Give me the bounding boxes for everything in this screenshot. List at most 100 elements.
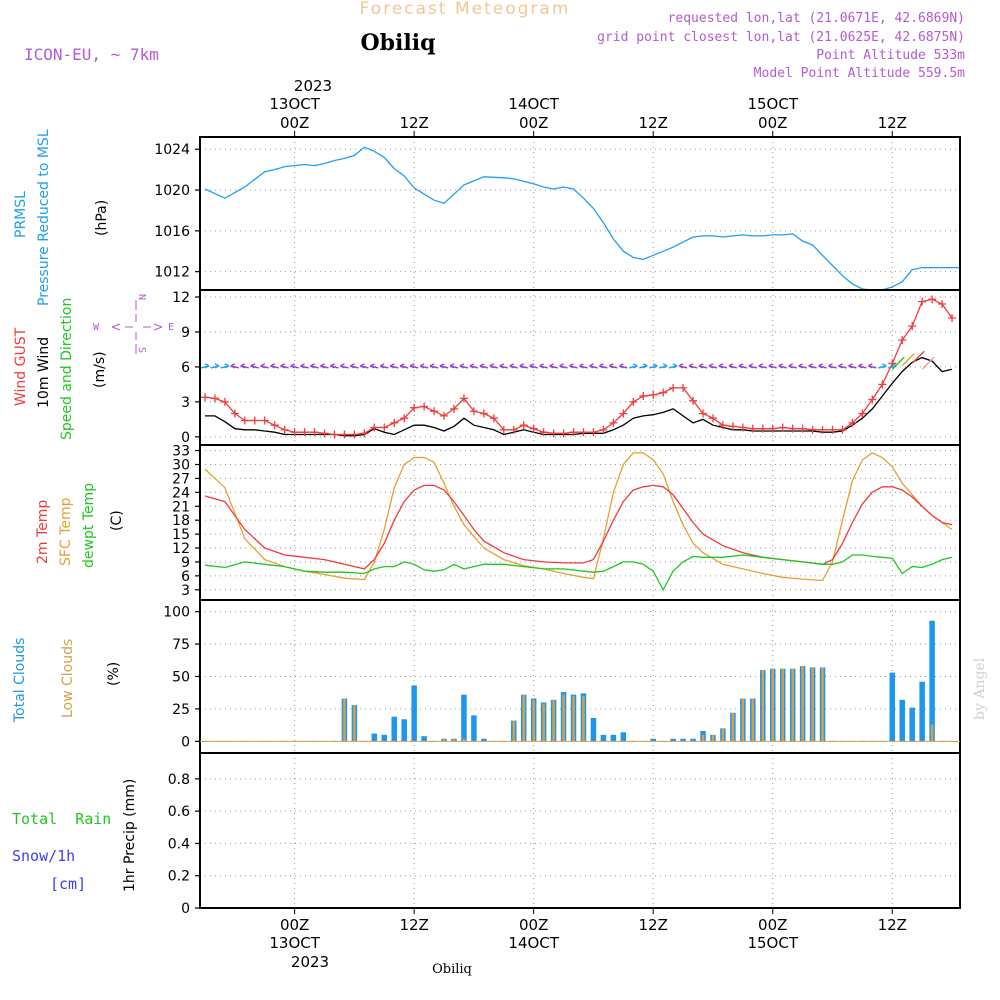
low-cloud-bar — [582, 695, 585, 742]
gust-marker — [818, 425, 827, 434]
requested-coords: requested lon,lat (21.0671E, 42.6869N) — [668, 11, 965, 26]
temp-panel-labels: 2m Temp SFC Temp dewpt Temp (C) — [35, 483, 125, 568]
gust-marker — [320, 429, 329, 438]
gust-marker — [350, 430, 359, 439]
gust-marker — [758, 424, 767, 433]
clouds-tick-label: 50 — [172, 670, 190, 686]
wind-direction-arrow-icon — [891, 356, 905, 370]
low-cloud-bar — [512, 720, 516, 742]
temp-tick-label: 30 — [172, 457, 190, 473]
gust-marker — [370, 423, 379, 432]
total-cloud-bar — [610, 734, 617, 742]
gust-marker — [200, 393, 209, 402]
wind-direction-arrow-icon — [399, 363, 409, 369]
pressure-line — [204, 146, 959, 291]
wind-tick-label: 12 — [172, 290, 190, 306]
total-cloud-bar — [889, 672, 896, 742]
low-cloud-bar — [761, 670, 765, 742]
total-cloud-bar — [391, 716, 397, 742]
precip-tick-label: 0.2 — [168, 869, 190, 885]
temp-dew-label: dewpt Temp — [81, 483, 97, 568]
gust-marker — [440, 411, 449, 420]
low-cloud-bar — [721, 728, 725, 742]
wind-direction-arrow-icon — [340, 363, 349, 369]
total-cloud-bar — [590, 717, 597, 742]
wind-direction-arrow-icon — [429, 363, 439, 369]
gust-marker — [290, 428, 299, 437]
gust-marker — [858, 409, 867, 418]
wind-direction-arrow-icon — [499, 363, 508, 369]
clouds-tick-label: 25 — [172, 702, 190, 718]
wind-direction-arrow-icon — [250, 363, 259, 369]
wind-direction-arrow-icon — [270, 363, 279, 369]
total-cloud-bar — [381, 734, 388, 742]
gust-marker — [390, 418, 399, 427]
wind-direction-arrow-icon — [300, 363, 309, 369]
low-cloud-bar — [791, 668, 794, 742]
total-cloud-bar — [690, 738, 696, 742]
gust-marker — [599, 425, 608, 434]
wind-direction-arrow-icon — [788, 363, 797, 369]
gust-marker — [430, 407, 439, 416]
gust-marker — [609, 418, 618, 427]
wind-direction-arrow-icon — [708, 363, 718, 369]
gust-marker — [848, 418, 857, 427]
low-cloud-bar — [353, 705, 356, 742]
wind-direction-arrow-icon — [360, 363, 369, 369]
gust-marker — [708, 414, 717, 423]
wind-direction-arrow-icon — [389, 363, 399, 369]
gust-marker — [619, 409, 628, 418]
bottom-time-label: 00Z — [280, 916, 309, 934]
snow-unit-label: [cm] — [50, 875, 86, 893]
wind-tick-label: 6 — [181, 360, 190, 376]
wind-direction-arrow-icon — [260, 363, 269, 369]
top-time-label: 12Z — [639, 114, 668, 132]
wind-direction-arrow-icon — [758, 363, 767, 369]
top-time-label: 00Z — [758, 114, 787, 132]
gust-marker — [689, 396, 698, 405]
gust-marker — [728, 422, 737, 431]
low-cloud-bar — [930, 724, 934, 742]
precip-tick-label: 0.4 — [168, 836, 190, 852]
gust-marker — [639, 392, 648, 401]
compass-east: E — [168, 322, 174, 333]
total-cloud-bar — [650, 738, 656, 742]
gust-marker — [519, 421, 528, 430]
wind-direction-arrow-icon — [459, 363, 469, 369]
gust-marker — [798, 424, 807, 433]
gust-marker — [748, 424, 757, 433]
wind-direction-arrow-icon — [778, 363, 787, 369]
wind-direction-arrow-icon — [439, 363, 449, 369]
top-date-label: 14OCT — [508, 95, 559, 113]
bottom-date-label: 15OCT — [747, 934, 798, 952]
wind-direction-arrow-icon — [649, 363, 658, 369]
total-cloud-bar — [909, 707, 915, 742]
compass-west: W — [93, 322, 100, 333]
gust-marker — [410, 403, 419, 412]
wind-direction-arrow-icon — [748, 363, 757, 369]
low-cloud-bar — [452, 738, 456, 742]
total-cloud-bar — [401, 719, 407, 742]
gust-marker — [469, 407, 478, 416]
gust-marker — [380, 423, 389, 432]
gust-marker — [280, 425, 289, 434]
compass-arrows-icon — [111, 300, 163, 354]
total-cloud-bar — [899, 699, 905, 742]
wind-direction-arrow-icon — [698, 363, 708, 369]
wind-compass: W E N S — [93, 294, 174, 354]
wind-direction-arrow-icon — [579, 363, 588, 369]
credit-watermark: by Angel — [972, 657, 988, 720]
precip-panel-labels: Total Rain Snow/1h [cm] 1hr Precip (mm) — [12, 779, 138, 893]
top-time-label: 12Z — [399, 114, 428, 132]
wind-direction-arrow-icon — [858, 363, 867, 369]
temp-tick-label: 27 — [172, 471, 190, 487]
wind-direction-arrow-icon — [668, 363, 678, 369]
gust-marker — [629, 397, 638, 406]
wind-direction-arrow-icon — [688, 363, 698, 369]
low-cloud-bar — [771, 668, 774, 742]
wind-direction-arrow-icon — [589, 363, 598, 369]
wind-direction-arrow-icon — [629, 363, 638, 369]
